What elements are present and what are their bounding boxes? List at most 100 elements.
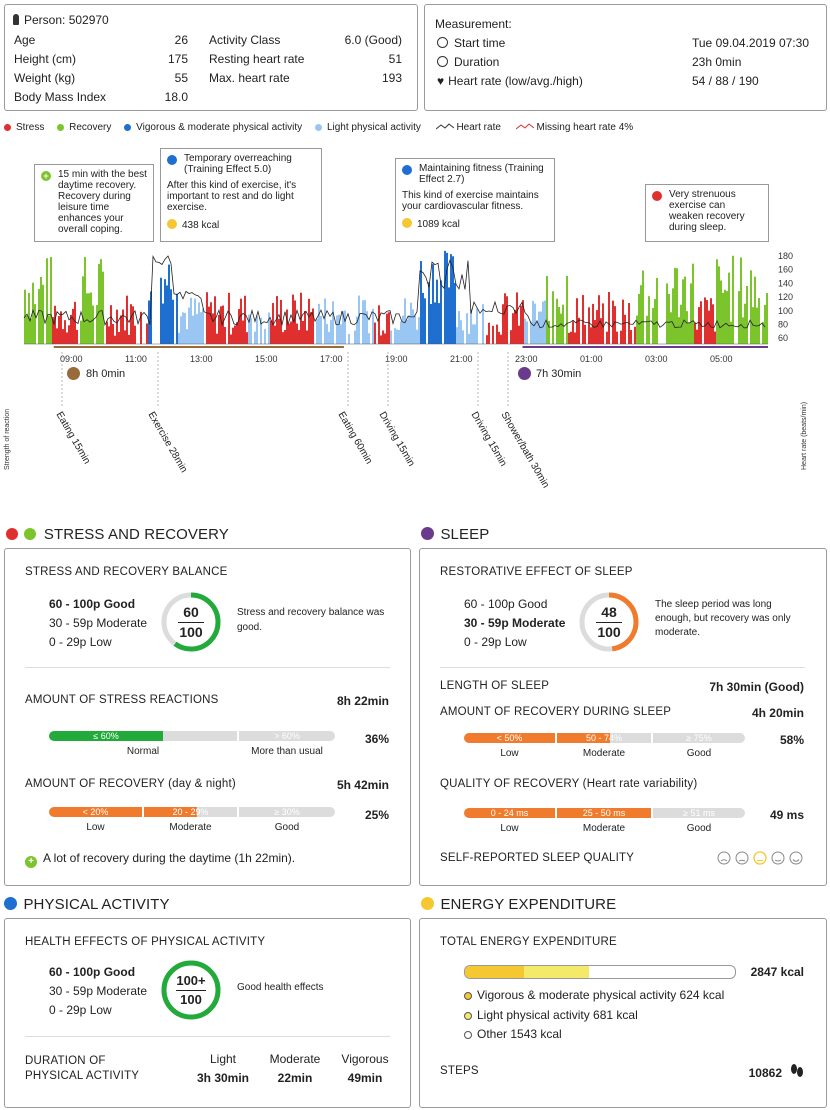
- sleep-recovery-low-caption: Low: [500, 748, 519, 759]
- chart-bar: [186, 329, 188, 344]
- chart-bar: [248, 314, 250, 344]
- recovery-moderate-fill: [144, 807, 197, 817]
- very-good-face-icon[interactable]: [789, 851, 803, 865]
- chart-bar: [234, 325, 236, 344]
- weight-value: 55: [174, 71, 188, 85]
- chart-bar: [536, 320, 538, 344]
- chart-bar: [286, 309, 288, 344]
- chart-bar: [616, 331, 618, 344]
- chart-bar: [676, 268, 678, 344]
- very-poor-face-icon[interactable]: [717, 851, 731, 865]
- chart-bar: [744, 303, 746, 344]
- plus-icon: +: [25, 856, 37, 868]
- energy-card: TOTAL ENERGY EXPENDITURE 2847 kcal Vigor…: [419, 918, 827, 1108]
- poor-face-icon[interactable]: [735, 851, 749, 865]
- runner-icon: [167, 155, 177, 165]
- chart-bar: [600, 318, 602, 344]
- sleep-scale-low: 0 - 29p Low: [464, 635, 527, 649]
- recovery-low-caption: Low: [86, 822, 105, 833]
- chart-bar: [188, 307, 190, 344]
- chart-bar: [368, 333, 370, 344]
- chart-bar: [516, 292, 518, 344]
- chart-bar: [458, 311, 460, 344]
- max-hr-value: 193: [381, 71, 402, 85]
- event-markers: [61, 352, 509, 408]
- chart-bar: [738, 291, 740, 344]
- chart-bar: [622, 299, 624, 344]
- sleep-score: 48: [601, 604, 617, 620]
- chart-bar: [126, 295, 128, 344]
- chart-bar: [422, 292, 424, 344]
- legend-stress-label: Stress: [16, 122, 45, 133]
- chart-bar: [244, 295, 246, 344]
- y-tick-label: 180: [778, 251, 793, 261]
- y-tick-label: 140: [778, 278, 793, 288]
- measurement-card: Measurement: Start time Tue 09.04.2019 0…: [424, 4, 827, 111]
- sleep-quality-title: QUALITY OF RECOVERY (Heart rate variabil…: [440, 778, 698, 790]
- x-tick-label: 09:00: [60, 354, 83, 364]
- chart-bar: [316, 318, 318, 344]
- person-label: Person: 502970: [24, 13, 109, 27]
- chart-bar: [66, 332, 68, 344]
- y-ticks: 180 160 140 120 100 80 60: [778, 251, 793, 343]
- chart-bar: [238, 309, 240, 344]
- energy-light-label: Light physical activity 681 kcal: [477, 1008, 638, 1022]
- x-tick-label: 01:00: [580, 354, 603, 364]
- light-label: Light: [209, 1052, 237, 1066]
- flame-icon: [167, 219, 177, 229]
- recovery-note: + A lot of recovery during the daytime (1…: [25, 851, 295, 868]
- chart-bar: [606, 331, 608, 344]
- total-energy-value: 2847 kcal: [750, 965, 804, 979]
- chart-bar: [284, 329, 286, 344]
- chart-bar: [518, 325, 520, 344]
- neutral-face-icon[interactable]: [753, 851, 767, 865]
- lightning-icon: [6, 528, 18, 540]
- measurement-title: Measurement:: [435, 17, 512, 31]
- chart-bar: [168, 264, 170, 344]
- work-marker: 8h 0min: [67, 367, 125, 380]
- balance-score-max: 100: [179, 624, 203, 640]
- moderate-label: Moderate: [269, 1052, 321, 1066]
- chart-bar: [68, 325, 70, 344]
- legend-recovery-label: Recovery: [69, 122, 112, 133]
- chart-bar: [750, 270, 752, 344]
- chart-bar: [116, 309, 118, 344]
- callout-fitness-kcal-row: 1089 kcal: [402, 218, 548, 230]
- chart-bar: [408, 315, 410, 344]
- chart-bar: [630, 329, 632, 344]
- chart-bar: [308, 298, 310, 344]
- health-gauge: [161, 960, 221, 1020]
- chart-bar: [58, 315, 60, 344]
- chart-bar: [166, 285, 168, 344]
- chart-bar: [416, 329, 418, 344]
- chart-bar: [276, 296, 278, 344]
- sleep-gauge: [579, 592, 639, 652]
- chart-bar: [232, 327, 234, 344]
- x-tick-label: 05:00: [710, 354, 733, 364]
- divider: [440, 667, 805, 668]
- stress-recovery-chart: Strength of reaction Heart rate (beats/m…: [4, 250, 808, 470]
- chart-bar: [592, 303, 594, 344]
- energy-legend-light: Light physical activity 681 kcal: [464, 1008, 638, 1022]
- plus-icon: [24, 528, 37, 540]
- chart-bar: [562, 304, 564, 344]
- chart-bar: [514, 309, 516, 344]
- chart-bar: [312, 308, 314, 344]
- chart-bar: [704, 297, 706, 344]
- sleep-recovery-value: 4h 20min: [751, 706, 804, 720]
- chart-bar: [694, 322, 696, 344]
- y-left-axis-label: Strength of reaction: [4, 409, 11, 470]
- chart-bar: [634, 326, 636, 344]
- lightning-icon: [652, 191, 662, 201]
- chart-bar: [48, 315, 50, 344]
- chart-bar: [700, 301, 702, 344]
- sleep-card: RESTORATIVE EFFECT OF SLEEP 60 - 100p Go…: [419, 548, 827, 886]
- chart-bar: [474, 324, 476, 344]
- total-energy-title: TOTAL ENERGY EXPENDITURE: [440, 936, 617, 948]
- chart-bar: [742, 317, 744, 344]
- chart-bar: [552, 291, 554, 344]
- recovery-title: AMOUNT OF RECOVERY (day & night): [25, 778, 236, 790]
- good-face-icon[interactable]: [771, 851, 785, 865]
- chart-bar: [764, 304, 766, 344]
- chart-bar: [414, 315, 416, 344]
